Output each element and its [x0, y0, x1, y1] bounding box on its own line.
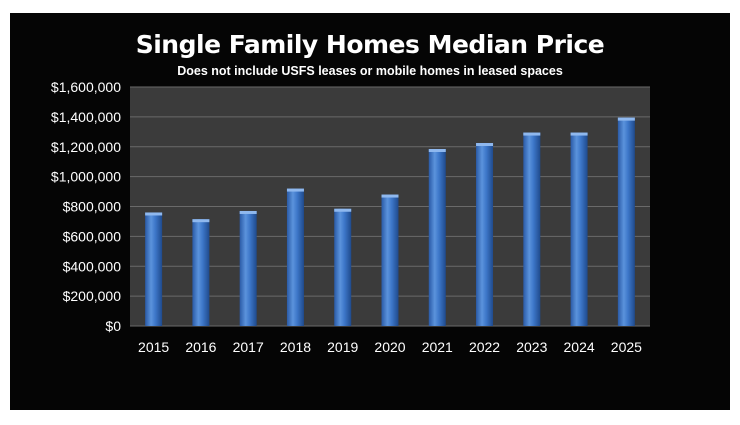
x-tick-label: 2023 [516, 339, 547, 355]
x-tick-label: 2022 [469, 339, 500, 355]
bar-top-highlight [617, 117, 635, 121]
y-tick-label: $400,000 [63, 258, 122, 274]
x-tick-label: 2020 [374, 339, 405, 355]
bar-top-highlight [239, 210, 257, 214]
bar-2019 [334, 208, 352, 326]
x-tick-label: 2017 [233, 339, 264, 355]
y-tick-label: $800,000 [63, 199, 122, 215]
y-tick-label: $600,000 [63, 228, 122, 244]
bar-2021 [428, 148, 446, 326]
x-tick-label: 2025 [611, 339, 642, 355]
bar-2017 [239, 210, 257, 326]
x-tick-label: 2024 [564, 339, 595, 355]
bar-top-highlight [286, 188, 304, 192]
y-tick-label: $1,200,000 [51, 139, 121, 155]
bar-top-highlight [192, 219, 210, 223]
y-tick-label: $0 [105, 318, 121, 334]
x-tick-label: 2019 [327, 339, 358, 355]
bar-2018 [286, 188, 304, 326]
bar-top-highlight [523, 132, 541, 136]
x-tick-label: 2016 [185, 339, 216, 355]
bar-2025 [617, 117, 635, 326]
x-tick-label: 2021 [422, 339, 453, 355]
bar-top-highlight [428, 148, 446, 152]
bar-2020 [381, 194, 399, 326]
chart-title: Single Family Homes Median Price [135, 30, 605, 59]
bar-2015 [145, 212, 163, 326]
bar-2023 [523, 132, 541, 326]
bar-2016 [192, 219, 210, 326]
bar-2022 [476, 143, 494, 326]
bar-top-highlight [145, 212, 163, 216]
y-tick-label: $1,400,000 [51, 109, 121, 125]
bar-top-highlight [334, 208, 352, 212]
bar-top-highlight [476, 143, 494, 147]
y-tick-label: $1,000,000 [51, 169, 121, 185]
y-tick-label: $200,000 [63, 288, 122, 304]
bar-top-highlight [381, 194, 399, 198]
bar-2024 [570, 132, 588, 326]
x-tick-label: 2015 [138, 339, 169, 355]
bar-top-highlight [570, 132, 588, 136]
y-tick-label: $1,600,000 [51, 79, 121, 95]
chart-subtitle: Does not include USFS leases or mobile h… [177, 64, 563, 78]
x-tick-label: 2018 [280, 339, 311, 355]
